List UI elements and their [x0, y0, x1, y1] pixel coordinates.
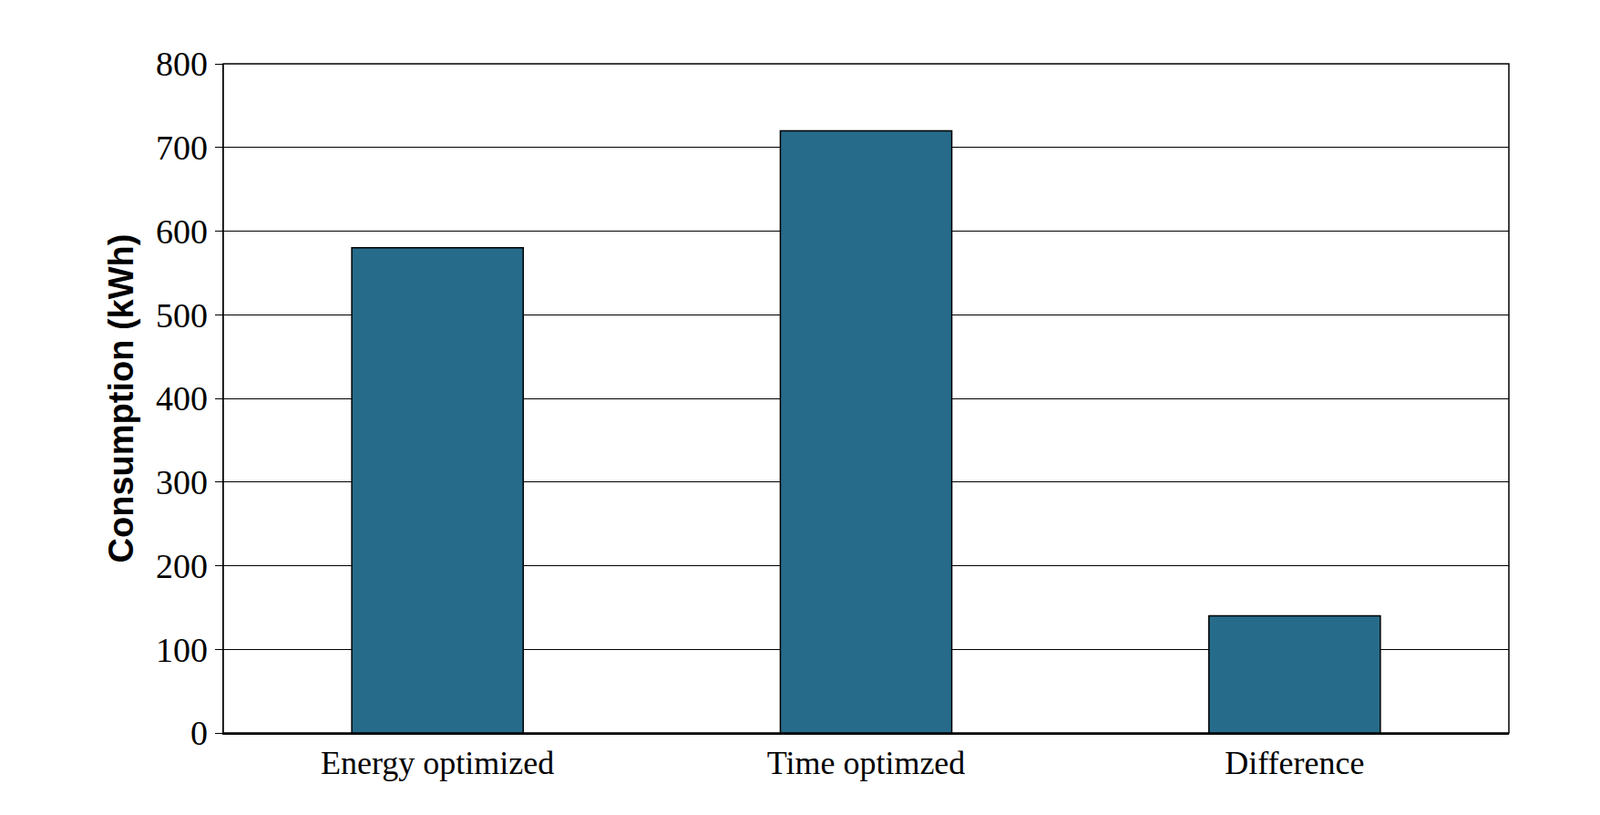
svg-text:400: 400 [155, 379, 208, 418]
svg-text:100: 100 [155, 630, 208, 669]
svg-text:200: 200 [155, 546, 208, 585]
svg-text:Energy optimized: Energy optimized [320, 744, 554, 781]
svg-text:600: 600 [155, 212, 208, 251]
svg-text:Time optimzed: Time optimzed [767, 744, 966, 781]
svg-text:700: 700 [155, 128, 208, 167]
svg-text:300: 300 [155, 462, 208, 502]
svg-text:800: 800 [155, 44, 208, 83]
svg-text:500: 500 [155, 296, 208, 335]
svg-text:Consumption (kWh): Consumption (kWh) [102, 234, 141, 564]
svg-text:0: 0 [190, 713, 208, 752]
svg-text:Difference: Difference [1224, 744, 1365, 781]
